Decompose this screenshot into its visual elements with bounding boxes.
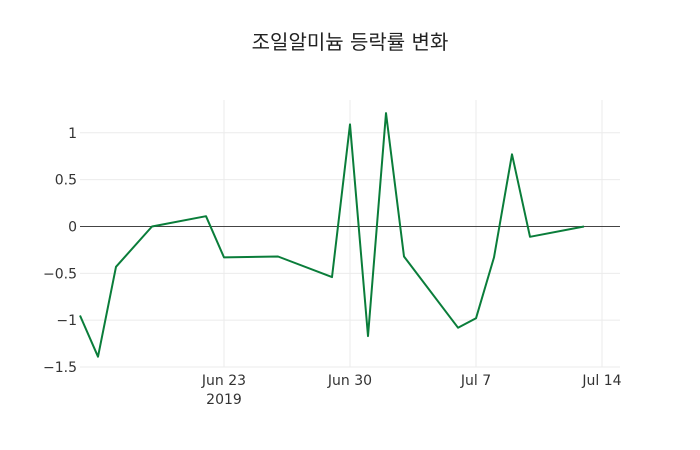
x-tick-label: Jun 30 [327,373,372,389]
series-line [79,112,585,358]
y-tick-label: 0 [68,219,77,235]
x-tick-sublabel: 2019 [206,392,242,408]
x-tick-label: Jul 14 [581,373,621,389]
axis-labels: 1 0.5 0 −0.5 −1 −1.5 Jun 23 2019 Jun 30 Jul 7 Jul … [43,126,622,408]
y-tick-label: 0.5 [55,173,77,189]
y-tick-label: −1.5 [43,360,77,376]
series-layer [79,112,585,358]
y-tick-label: −0.5 [43,266,77,282]
x-tick-label: Jun 23 [201,373,246,389]
grid-layer [80,100,620,368]
x-tick-label: Jul 7 [460,373,491,389]
chart-title: 조일알미늄 등락률 변화 [252,30,449,54]
y-tick-label: 1 [68,126,77,142]
y-tick-label: −1 [56,313,77,329]
